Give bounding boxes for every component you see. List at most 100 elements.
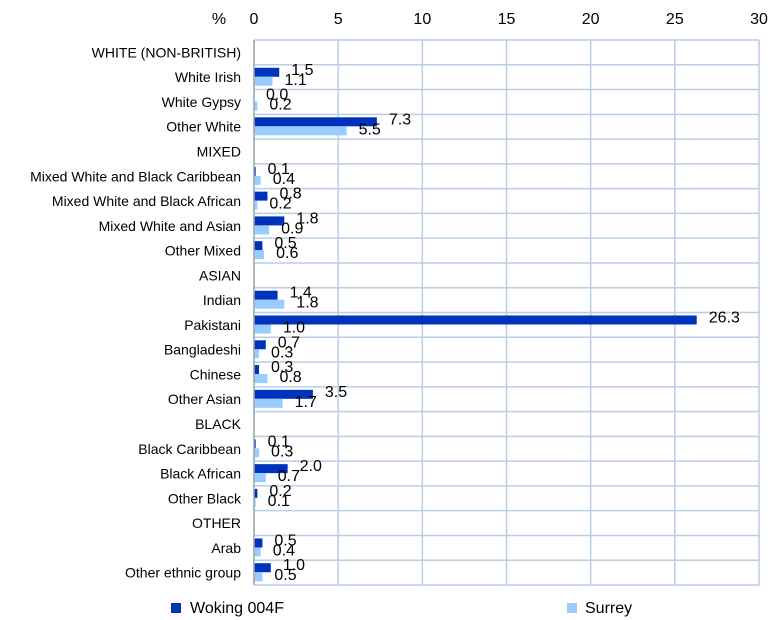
category-label: Other Black (168, 490, 242, 506)
bar-surrey (254, 572, 263, 582)
bar-surrey (254, 126, 347, 136)
bar-surrey (254, 448, 260, 458)
data-label: 1.0 (283, 557, 305, 574)
data-label: 0.1 (268, 161, 290, 178)
data-label: 1.4 (290, 285, 312, 302)
bar-surrey (254, 497, 256, 507)
bar-surrey (254, 398, 283, 408)
category-label: Arab (211, 540, 241, 556)
bar-surrey (254, 76, 273, 86)
bar-woking-004f (254, 117, 377, 127)
bar-surrey (254, 547, 261, 557)
category-label: OTHER (192, 515, 241, 531)
x-tick-label: 15 (498, 11, 516, 28)
bar-surrey (254, 250, 265, 260)
bar-surrey (254, 225, 270, 235)
data-label: 3.5 (325, 384, 347, 401)
data-label: 0.5 (274, 567, 296, 584)
legend-label: Surrey (585, 600, 632, 617)
data-label: 0.6 (276, 245, 298, 262)
category-label: Black African (160, 466, 241, 482)
bar-surrey (254, 473, 266, 483)
category-label: ASIAN (199, 267, 241, 283)
data-label: 1.5 (291, 62, 313, 79)
data-label: 1.8 (296, 295, 318, 312)
category-label: White Gypsy (162, 94, 241, 110)
data-label: 0.8 (279, 369, 301, 386)
bar-woking-004f (254, 241, 263, 251)
data-label: 1.1 (285, 72, 307, 89)
data-label: 0.5 (274, 532, 296, 549)
bar-woking-004f (254, 290, 278, 300)
data-label: 1.8 (296, 210, 318, 227)
data-label: 26.3 (709, 310, 740, 327)
data-label: 0.4 (273, 171, 295, 188)
category-label: Mixed White and Black Caribbean (30, 168, 241, 184)
data-label: 0.7 (278, 334, 300, 351)
bar-woking-004f (254, 67, 280, 77)
axes: 0 5 10 15 20 25 30% (212, 11, 768, 585)
bar-surrey (254, 374, 268, 384)
bar-woking-004f (254, 563, 271, 573)
bar-surrey (254, 299, 285, 309)
bar-woking-004f (254, 365, 260, 375)
x-tick-label: 5 (334, 11, 343, 28)
bar-woking-004f (254, 439, 256, 449)
bar-surrey (254, 175, 261, 185)
labels: WHITE (NON-BRITISH) White Irish White Gyps… (30, 44, 740, 584)
x-tick-label: 10 (413, 11, 431, 28)
bar-woking-004f (254, 488, 258, 498)
legend-swatch (567, 603, 577, 613)
category-label: Mixed White and Asian (99, 218, 241, 234)
bar-woking-004f (254, 340, 266, 350)
category-label: WHITE (NON-BRITISH) (92, 44, 241, 60)
category-label: MIXED (197, 143, 241, 159)
category-label: Chinese (190, 366, 242, 382)
data-label: 0.8 (279, 186, 301, 203)
category-label: Pakistani (184, 317, 241, 333)
data-label: 0.0 (266, 87, 288, 104)
data-label: 0.3 (271, 344, 293, 361)
bars (254, 67, 697, 582)
legend-swatch (171, 603, 181, 613)
data-label: 0.3 (271, 359, 293, 376)
bar-surrey (254, 200, 258, 210)
legend: Woking 004F Surrey (171, 600, 632, 617)
category-label: Other Mixed (165, 243, 241, 259)
data-label: 0.2 (269, 97, 291, 114)
category-label: Other ethnic group (125, 565, 241, 581)
category-label: Bangladeshi (164, 342, 241, 358)
data-label: 5.5 (359, 121, 381, 138)
x-tick-label: 30 (750, 11, 768, 28)
bar-woking-004f (254, 464, 288, 474)
bar-woking-004f (254, 538, 263, 548)
category-label: Mixed White and Black African (52, 193, 241, 209)
category-label: Black Caribbean (138, 441, 241, 457)
data-label: 0.4 (273, 542, 295, 559)
bar-surrey (254, 349, 260, 359)
data-label: 0.2 (269, 483, 291, 500)
unit-label: % (212, 11, 226, 28)
bar-woking-004f (254, 389, 313, 399)
data-label: 0.2 (269, 196, 291, 213)
data-label: 0.9 (281, 220, 303, 237)
data-label: 0.1 (268, 433, 290, 450)
data-label: 0.1 (268, 493, 290, 510)
data-label: 1.0 (283, 320, 305, 337)
legend-label: Woking 004F (190, 600, 284, 617)
category-label: Other White (166, 119, 241, 135)
x-tick-label: 20 (582, 11, 600, 28)
grid (253, 39, 760, 586)
data-label: 0.5 (274, 235, 296, 252)
category-label: White Irish (175, 69, 241, 85)
bar-woking-004f (254, 216, 285, 226)
bar-surrey (254, 101, 258, 111)
bar-woking-004f (254, 315, 697, 325)
bar-woking-004f (254, 191, 268, 201)
data-label: 0.3 (271, 443, 293, 460)
bar-surrey (254, 324, 271, 334)
bar-woking-004f (254, 166, 256, 176)
data-label: 0.7 (278, 468, 300, 485)
category-label: BLACK (195, 416, 242, 432)
